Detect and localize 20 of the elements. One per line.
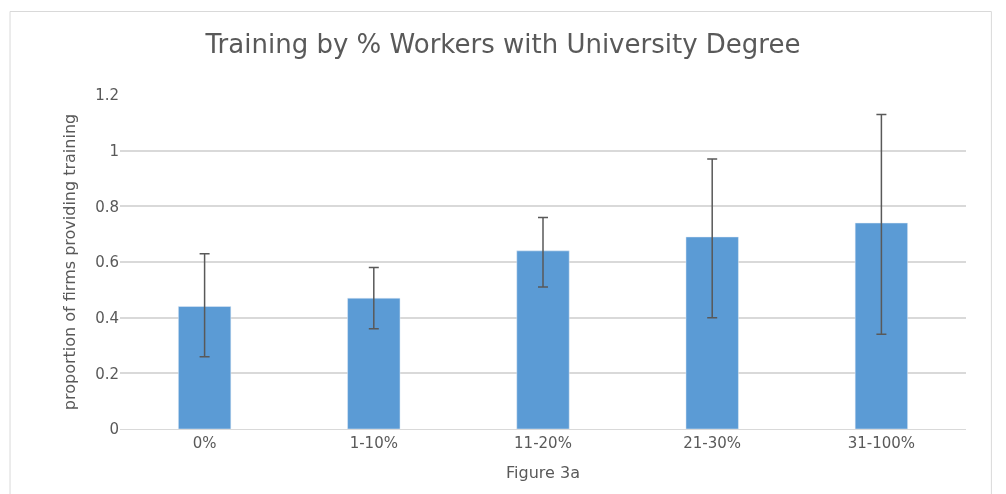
x-tick-label: 0% (192, 434, 217, 452)
y-tick-label: 1.2 (95, 86, 119, 105)
bar (178, 306, 232, 429)
bar (685, 236, 739, 429)
x-tick-label: 1-10% (349, 434, 398, 452)
y-tick-label: 0.4 (95, 308, 119, 327)
y-tick-label: 0 (109, 420, 119, 439)
x-tick-label: 11-20% (514, 434, 572, 452)
x-tick-label: 21-30% (683, 434, 742, 452)
bar (347, 297, 401, 429)
y-tick-label: 1 (109, 141, 119, 160)
x-axis-title: Figure 3a (506, 462, 580, 482)
y-tick-label: 0.8 (95, 197, 119, 216)
chart-title: Training by % Workers with University Degree (204, 28, 801, 59)
bar (516, 250, 570, 429)
bar (854, 222, 908, 429)
y-axis-title: proportion of firms providing training (60, 113, 80, 411)
y-tick-label: 0.6 (95, 253, 119, 272)
y-tick-label: 0.2 (95, 364, 119, 383)
x-tick-label: 31-100% (847, 434, 916, 452)
